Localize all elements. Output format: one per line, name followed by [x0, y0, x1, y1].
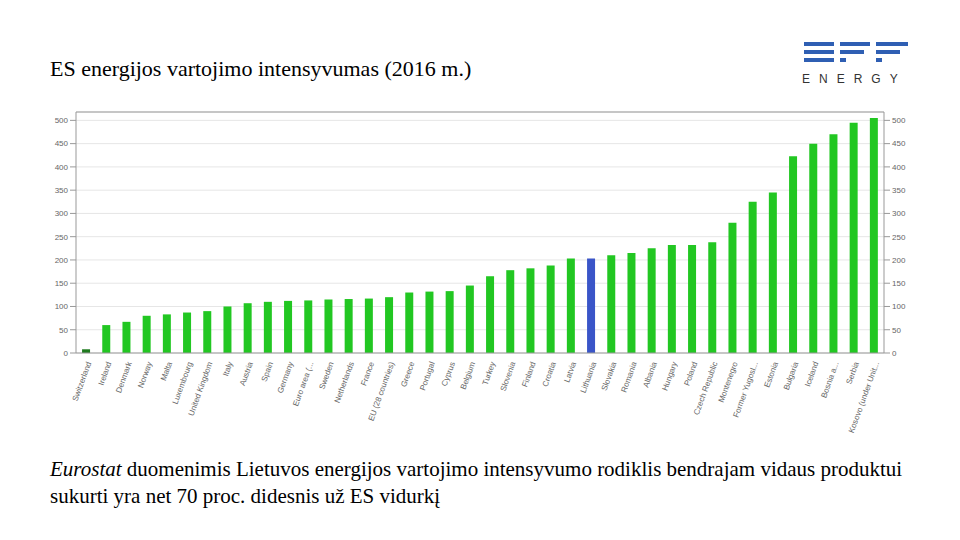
- svg-text:France: France: [359, 360, 376, 387]
- svg-text:Croatia: Croatia: [541, 360, 558, 388]
- svg-text:Poland: Poland: [682, 361, 699, 387]
- svg-text:300: 300: [892, 209, 906, 218]
- svg-text:Estonia: Estonia: [763, 360, 781, 389]
- svg-text:Latvia: Latvia: [562, 360, 578, 384]
- svg-text:250: 250: [55, 233, 69, 242]
- html-text:Eurostat duomenimis Lietuvos e: Eurostat duomenimis Lietuvos energijos v…: [50, 457, 903, 508]
- svg-text:Denmark: Denmark: [114, 360, 134, 395]
- svg-text:Italy: Italy: [221, 361, 234, 378]
- svg-text:Serbia: Serbia: [845, 360, 862, 385]
- svg-text:Switzerland: Switzerland: [71, 361, 94, 403]
- svg-text:Turkey: Turkey: [481, 361, 498, 387]
- svg-text:Austria: Austria: [238, 360, 255, 387]
- svg-text:Czech Republic: Czech Republic: [692, 361, 720, 417]
- svg-text:Bosnia a...: Bosnia a...: [819, 361, 840, 400]
- svg-text:100: 100: [55, 302, 69, 311]
- svg-text:500: 500: [892, 116, 906, 125]
- svg-text:Euro area (...: Euro area (...: [291, 361, 315, 408]
- svg-text:150: 150: [55, 279, 69, 288]
- svg-text:Albania: Albania: [641, 360, 659, 389]
- svg-text:400: 400: [892, 163, 906, 172]
- svg-text:150: 150: [892, 279, 906, 288]
- svg-text:Belgium: Belgium: [459, 360, 477, 391]
- svg-text:Portugal: Portugal: [418, 360, 437, 391]
- svg-text:Bulgaria: Bulgaria: [782, 360, 801, 391]
- svg-text:Luxembourg: Luxembourg: [171, 361, 195, 406]
- svg-text:450: 450: [892, 139, 906, 148]
- svg-text:400: 400: [55, 163, 69, 172]
- svg-text:United Kingdom: United Kingdom: [187, 360, 215, 417]
- svg-text:Netherlands: Netherlands: [333, 361, 356, 405]
- svg-text:Hungary: Hungary: [660, 361, 679, 393]
- svg-text:0: 0: [64, 349, 69, 358]
- svg-text:Slovakia: Slovakia: [600, 360, 619, 392]
- svg-text:Norway: Norway: [136, 361, 154, 390]
- svg-text:200: 200: [892, 256, 906, 265]
- svg-text:300: 300: [55, 209, 69, 218]
- svg-text:Kosovo (under Unit...: Kosovo (under Unit...: [847, 361, 881, 435]
- svg-text:350: 350: [892, 186, 906, 195]
- svg-text:Sweden: Sweden: [317, 361, 335, 391]
- svg-text:Finland: Finland: [520, 361, 537, 389]
- svg-text:Lithuania: Lithuania: [579, 360, 599, 394]
- svg-text:450: 450: [55, 139, 69, 148]
- svg-text:0: 0: [892, 349, 897, 358]
- svg-text:Romania: Romania: [619, 360, 639, 394]
- svg-text:50: 50: [59, 326, 68, 335]
- svg-text:350: 350: [55, 186, 69, 195]
- svg-text:500: 500: [55, 116, 69, 125]
- svg-text:Cyprus: Cyprus: [440, 361, 457, 388]
- svg-text:Iceland: Iceland: [803, 361, 820, 388]
- svg-text:100: 100: [892, 302, 906, 311]
- html-text:ES energijos vartojimo intensy: ES energijos vartojimo intensyvumas (201…: [50, 56, 472, 81]
- svg-text:Malta: Malta: [159, 360, 174, 382]
- svg-text:Former Yugosl...: Former Yugosl...: [731, 361, 759, 419]
- svg-text:250: 250: [892, 233, 906, 242]
- svg-text:Spain: Spain: [260, 361, 275, 383]
- svg-text:EU (28 countries): EU (28 countries): [367, 360, 397, 422]
- svg-text:Montenegro: Montenegro: [717, 360, 740, 404]
- svg-text:200: 200: [55, 256, 69, 265]
- svg-text:Germany: Germany: [276, 361, 296, 395]
- svg-text:Greece: Greece: [399, 360, 417, 388]
- svg-text:Ireland: Ireland: [97, 361, 114, 387]
- svg-text:Slovenia: Slovenia: [499, 360, 518, 392]
- html-text:ENERGY: ENERGY: [802, 72, 907, 86]
- svg-text:50: 50: [892, 326, 901, 335]
